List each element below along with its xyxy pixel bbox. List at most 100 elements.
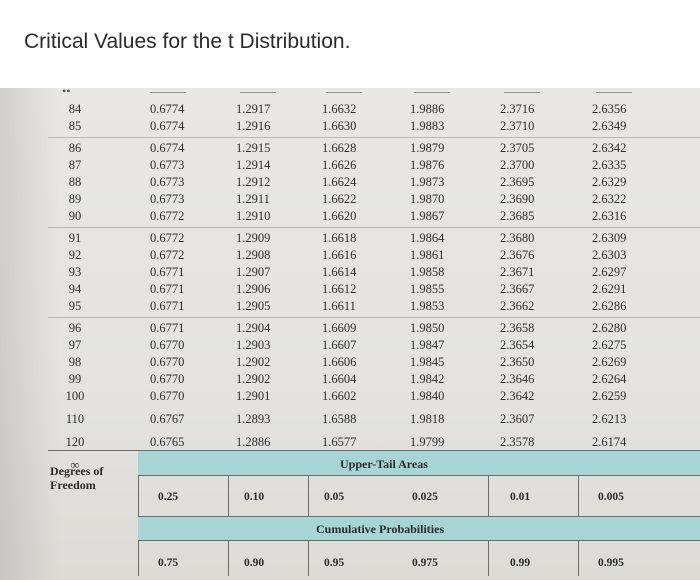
critical-value-cell: 1.6626	[322, 158, 357, 172]
critical-value-cell: 1.2911	[236, 192, 270, 206]
critical-value-cell: 1.6630	[322, 119, 357, 133]
upper-tail-heading: Upper-Tail Areas	[340, 457, 428, 471]
critical-value-cell: 1.9799	[410, 435, 445, 449]
critical-value-cell: 0.6770	[150, 355, 185, 369]
critical-value-cell: 2.3695	[500, 175, 535, 189]
upper-tail-value: 0.05	[324, 491, 345, 503]
critical-value-cell: 2.3716	[500, 102, 535, 116]
table-row: 110 0.6767 1.2893 1.6588 1.9818 2.3607 2.6213	[0, 412, 700, 428]
critical-value-cell: 1.9850	[410, 321, 445, 335]
cumulative-value: 0.975	[412, 557, 438, 569]
degrees-of-freedom-cell: 98	[68, 355, 82, 369]
table-row: 92 0.6772 1.2908 1.6616 1.9861 2.3676 2.6303	[0, 248, 700, 264]
critical-value-cell: 2.6174	[592, 435, 627, 449]
row-group-divider	[48, 137, 700, 138]
cumulative-value: 0.99	[510, 557, 531, 569]
footer-col-divider	[308, 475, 309, 516]
table-row: 87 0.6773 1.2914 1.6626 1.9876 2.3700 2.6335	[0, 158, 700, 174]
critical-value-cell: 2.3667	[500, 282, 535, 296]
table-footer: Degrees of Freedom Upper-Tail Areas 0.25…	[48, 450, 700, 576]
photo-shadow	[0, 88, 60, 580]
degrees-of-freedom-cell: 93	[68, 265, 82, 279]
degrees-of-freedom-cell: 95	[68, 299, 82, 313]
critical-value-cell: 2.3705	[500, 141, 535, 155]
critical-value-cell: 0.6770	[150, 338, 185, 352]
critical-value-cell: 0.6771	[150, 265, 185, 279]
upper-tail-band	[138, 451, 700, 475]
table-row: 100 0.6770 1.2901 1.6602 1.9840 2.3642 2.6259	[0, 389, 700, 405]
critical-value-cell: 0.6774	[150, 141, 185, 155]
critical-value-cell: 2.6280	[592, 321, 627, 335]
degrees-of-freedom-cell: 86	[68, 141, 82, 155]
critical-value-cell: 1.6620	[322, 209, 357, 223]
footer-col-divider	[228, 475, 229, 516]
critical-value-cell: 1.6602	[322, 389, 357, 403]
critical-value-cell: 0.6773	[150, 175, 185, 189]
critical-value-cell: 2.3680	[500, 231, 535, 245]
degrees-of-freedom-cell: 120	[65, 435, 85, 449]
critical-value-cell: 2.3671	[500, 265, 535, 279]
critical-value-cell: 1.2902	[236, 372, 271, 386]
critical-value-cell: 1.2914	[236, 158, 271, 172]
critical-value-cell: 2.3662	[500, 299, 535, 313]
footer-mid-line-2	[138, 516, 700, 517]
critical-value-cell: 1.9845	[410, 355, 445, 369]
critical-value-cell: 2.6309	[592, 231, 627, 245]
critical-value-cell: 1.2905	[236, 299, 271, 313]
critical-value-cell: 2.6286	[592, 299, 627, 313]
table-row: 84 0.6774 1.2917 1.6632 1.9886 2.3716 2.6356	[0, 102, 700, 118]
critical-value-cell: 2.6275	[592, 338, 627, 352]
upper-tail-value: 0.10	[244, 491, 265, 503]
critical-value-cell: 1.6618	[322, 231, 357, 245]
critical-value-cell: 1.6607	[322, 338, 357, 352]
critical-value-cell: 2.3700	[500, 158, 535, 172]
table-row: 91 0.6772 1.2909 1.6618 1.9864 2.3680 2.6309	[0, 231, 700, 247]
critical-value-cell: 1.9867	[410, 209, 445, 223]
critical-value-cell: 1.6612	[322, 282, 357, 296]
cumulative-value: 0.995	[598, 557, 624, 569]
row-group-divider	[48, 227, 700, 228]
critical-value-cell: 1.2893	[236, 412, 271, 426]
critical-value-cell: 1.2912	[236, 175, 271, 189]
critical-value-cell: 0.6765	[150, 435, 185, 449]
table-row: 89 0.6773 1.2911 1.6622 1.9870 2.3690 2.6322	[0, 192, 700, 208]
critical-value-cell: 1.2917	[236, 102, 271, 116]
critical-value-cell: 1.2916	[236, 119, 271, 133]
degrees-of-freedom-cell: 96	[68, 321, 82, 335]
upper-tail-value: 0.025	[412, 491, 438, 503]
table-row: 86 0.6774 1.2915 1.6628 1.9879 2.3705 2.6342	[0, 141, 700, 157]
critical-value-cell: 0.6772	[150, 248, 185, 262]
critical-value-cell: 1.9879	[410, 141, 445, 155]
question-title: Critical Values for the t Distribution.	[24, 30, 351, 53]
critical-value-cell: 1.6611	[322, 299, 356, 313]
footer-mid-line-1	[138, 475, 700, 476]
footer-left-line	[138, 450, 139, 576]
degrees-of-freedom-cell: 97	[68, 338, 82, 352]
critical-value-cell: 1.6622	[322, 192, 357, 206]
critical-value-cell: 2.3607	[500, 412, 535, 426]
degrees-of-freedom-cell: 89	[68, 192, 82, 206]
degrees-of-freedom-cell: 91	[68, 231, 82, 245]
critical-value-cell: 2.3642	[500, 389, 535, 403]
critical-value-cell: 2.6297	[592, 265, 627, 279]
critical-value-cell: 1.9864	[410, 231, 445, 245]
critical-value-cell: 2.6335	[592, 158, 627, 172]
footer-col-divider	[488, 541, 489, 576]
critical-value-cell: 1.2901	[236, 389, 271, 403]
footer-col-divider	[228, 541, 229, 576]
critical-value-cell: 0.6771	[150, 299, 185, 313]
critical-value-cell: 1.6577	[322, 435, 357, 449]
critical-value-cell: 1.2886	[236, 435, 271, 449]
critical-value-cell: 1.2909	[236, 231, 271, 245]
critical-value-cell: 0.6770	[150, 389, 185, 403]
critical-value-cell: 1.6609	[322, 321, 357, 335]
upper-tail-value: 0.25	[158, 491, 179, 503]
table-row: 93 0.6771 1.2907 1.6614 1.9858 2.3671 2.6297	[0, 265, 700, 281]
row-group-divider	[48, 317, 700, 318]
critical-value-cell: 2.3710	[500, 119, 535, 133]
critical-value-cell: 1.2907	[236, 265, 271, 279]
critical-value-cell: 1.6606	[322, 355, 357, 369]
critical-value-cell: 1.2906	[236, 282, 271, 296]
clipped-top-row: •• ——— ——— ——— ——— ——— ———	[62, 88, 632, 98]
table-row: 94 0.6771 1.2906 1.6612 1.9855 2.3667 2.6291	[0, 282, 700, 298]
